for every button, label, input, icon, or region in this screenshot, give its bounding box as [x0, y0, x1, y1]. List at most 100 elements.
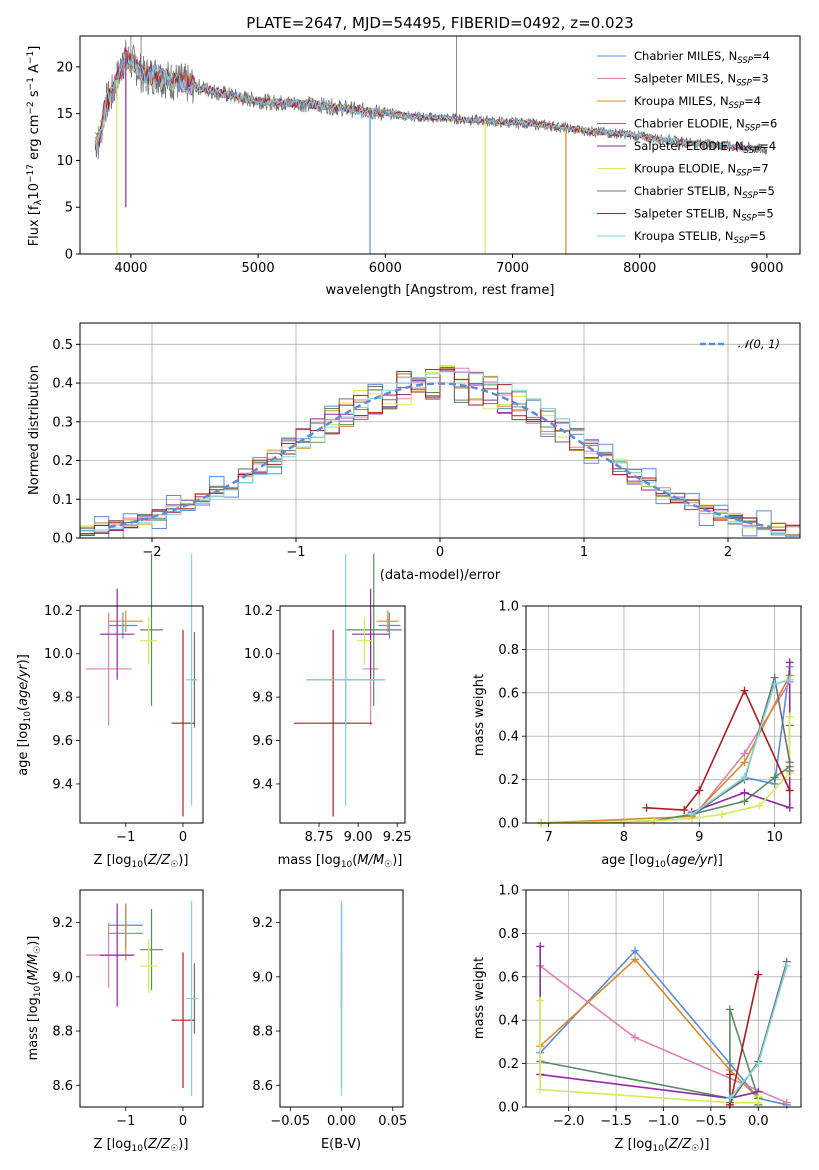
plot-frame — [279, 889, 404, 1108]
mass-weight-point — [740, 758, 749, 767]
x-tick-label: 5000 — [242, 261, 275, 276]
age-vs-mass-xlabel: mass [log10(M/M☉)] — [278, 853, 403, 870]
figure-title: PLATE=2647, MJD=54495, FIBERID=0492, z=0… — [246, 14, 633, 32]
mass-weight-point — [740, 797, 749, 806]
mass-weight-vs-age-panel: 7 8 9 10 0.0 0.2 0.4 0.6 0.8 1.0 — [498, 600, 802, 845]
mass-weight-point — [740, 788, 749, 797]
spectrum-plot-area — [80, 36, 800, 254]
y-tick-label: 0.3 — [52, 415, 73, 430]
residuals-panel: −2 −1 0 1 2 0.0 0.1 0.2 0.3 0.4 0.5 (data-model)/e… — [27, 322, 801, 583]
x-tick-label: −0.5 — [695, 1114, 727, 1129]
mass-weight-series-line — [539, 946, 759, 1100]
age-vs-Z-ylabel: age [log10(age/yr)] — [16, 654, 33, 776]
x-tick-label: 0.05 — [378, 1114, 407, 1129]
mass-weight-point — [631, 955, 640, 964]
mass-weight-series-line — [539, 958, 759, 1099]
y-tick-label: 1.0 — [498, 600, 519, 615]
mass-weight-vs-Z-panel: −2.0 −1.5 −1.0 −0.5 0.0 0.0 0.2 0.4 0.6 0.8 1.0 — [498, 884, 802, 1129]
x-tick-label: 7 — [544, 830, 552, 845]
y-tick-label: 9.4 — [252, 777, 273, 792]
mass-weight-point — [725, 1070, 734, 1079]
y-tick-label: 0.5 — [52, 338, 73, 353]
spectrum-series-line — [94, 51, 768, 153]
mass-vs-Z-xlabel: Z [log10(Z/Z☉)] — [94, 1137, 189, 1154]
mass-weight-series-line — [541, 675, 791, 824]
mass-weight-series-line — [540, 1009, 760, 1105]
x-tick-label: 9000 — [750, 261, 783, 276]
residuals-ticks: −2 −1 0 1 2 0.0 0.1 0.2 0.3 0.4 0.5 — [52, 338, 732, 560]
y-tick-label: 9.8 — [252, 691, 273, 706]
x-tick-label: −1.0 — [648, 1114, 680, 1129]
x-tick-label: 9.25 — [383, 830, 412, 845]
spectrum-legend: Chabrier MILES, NSSP=4 Salpeter MILES, NS… — [597, 49, 777, 246]
x-tick-label: −1.5 — [600, 1114, 632, 1129]
mass-weight-point — [680, 805, 689, 814]
mass-vs-ebv-xlabel: E(B-V) — [321, 1137, 361, 1152]
y-tick-label: 10 — [56, 154, 73, 169]
y-tick-label: 0.2 — [498, 1057, 519, 1072]
mass-weight-point — [785, 658, 794, 667]
mass-weight-point — [770, 680, 779, 689]
y-tick-label: 0.0 — [498, 817, 519, 832]
y-tick-label: 9.0 — [52, 970, 73, 985]
mass-weight-point — [536, 1085, 545, 1094]
y-tick-label: 9.2 — [252, 916, 273, 931]
age-vs-Z-xlabel: Z [log10(Z/Z☉)] — [94, 853, 189, 870]
y-tick-label: 0.4 — [498, 1014, 519, 1029]
mass-weight-series-line — [541, 716, 791, 824]
plot-frame — [79, 889, 204, 1108]
x-tick-label: 8 — [620, 830, 628, 845]
mass-weight-point — [725, 1005, 734, 1014]
x-tick-label: 0.0 — [748, 1114, 769, 1129]
mass-weight-vs-Z-ylabel: mass weight — [472, 957, 487, 1039]
mass-weight-point — [785, 786, 794, 795]
y-tick-label: 0.6 — [498, 970, 519, 985]
mass-vs-ebv-panel: −0.05 0.00 0.05 8.6 8.8 9.0 9.2 — [252, 889, 407, 1129]
mass-vs-Z-ylabel: mass [log10(M/M☉)] — [26, 936, 43, 1061]
mass-weight-point — [782, 1098, 791, 1107]
spectrum-ylabel: Flux [fλ10−17 erg cm−2 s−1 A−1] — [26, 46, 44, 247]
mass-weight-series-line — [646, 688, 791, 811]
y-tick-label: 0.1 — [52, 493, 73, 508]
y-tick-label: 8.6 — [52, 1079, 73, 1094]
y-tick-label: 0.8 — [498, 927, 519, 942]
y-tick-label: 9.4 — [52, 777, 73, 792]
legend-label: Kroupa STELIB, NSSP=5 — [634, 229, 766, 246]
mass-weight-point — [536, 996, 545, 1005]
y-tick-label: 0.2 — [52, 454, 73, 469]
mass-weight-point — [755, 801, 764, 810]
mass-weight-point — [536, 942, 545, 951]
x-tick-label: 4000 — [114, 261, 147, 276]
mass-weight-point — [695, 786, 704, 795]
x-tick-label: 0 — [179, 830, 187, 845]
y-tick-label: 8.8 — [252, 1025, 273, 1040]
spectrum-xlabel: wavelength [Angstrom, rest frame] — [326, 283, 555, 298]
y-tick-label: 9.2 — [52, 916, 73, 931]
y-tick-label: 0.8 — [498, 643, 519, 658]
spectrum-lines — [94, 36, 768, 254]
legend-label: Chabrier MILES, NSSP=4 — [634, 49, 770, 66]
age-vs-Z-panel: −1 0 9.4 9.6 9.8 10.0 10.2 — [44, 553, 204, 845]
mass-weight-point — [642, 803, 651, 812]
x-tick-label: 10 — [766, 830, 783, 845]
y-tick-label: 0.0 — [52, 532, 73, 547]
x-tick-label: 6000 — [369, 261, 402, 276]
mass-weight-point — [725, 1094, 734, 1103]
normal-reference-curve — [108, 382, 772, 529]
y-tick-label: 9.6 — [252, 734, 273, 749]
mass-weight-point — [740, 686, 749, 695]
y-tick-label: 0.6 — [498, 686, 519, 701]
mass-weight-point — [740, 773, 749, 782]
y-tick-label: 9.8 — [52, 691, 73, 706]
spectrum-ticks: 4000 5000 6000 7000 8000 9000 0 5 10 15 20 — [56, 60, 783, 276]
y-tick-label: 10.0 — [244, 647, 273, 662]
y-tick-label: 10.2 — [44, 604, 73, 619]
y-tick-label: 10.2 — [244, 604, 273, 619]
x-tick-label: −2.0 — [553, 1114, 585, 1129]
legend-label: Salpeter STELIB, NSSP=5 — [634, 207, 774, 224]
mass-weight-point — [785, 712, 794, 721]
residuals-legend: 𝒩(0, 1) — [700, 337, 780, 351]
x-tick-label: −1 — [286, 545, 305, 560]
x-tick-label: 2 — [724, 545, 732, 560]
x-tick-label: 9 — [695, 830, 703, 845]
